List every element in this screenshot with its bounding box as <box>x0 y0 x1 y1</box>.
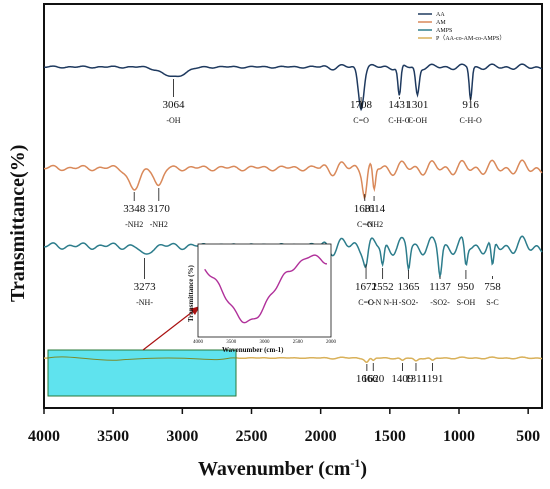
group-label: C=O <box>358 298 374 307</box>
x-tick-label: 4000 <box>28 428 60 445</box>
peak-label: 1301 <box>406 99 428 111</box>
peak-label: 1681 <box>354 203 376 215</box>
x-tick-label: 1000 <box>443 428 475 445</box>
group-label: S-C <box>486 298 498 307</box>
group-label: -OH <box>166 116 180 125</box>
series-line-1 <box>43 159 543 200</box>
inset-x-tick-label: 2000 <box>326 340 337 345</box>
peak-label: 1431 <box>388 99 410 111</box>
x-tick-label: 2000 <box>305 428 337 445</box>
group-label: S-OH <box>457 298 476 307</box>
group-label: C=O <box>357 220 373 229</box>
peak-label: 1708 <box>350 99 373 111</box>
inset-ylabel: Transmittance (%) <box>187 265 195 322</box>
zoom-region-box <box>47 349 237 397</box>
peak-label: 1672 <box>355 281 377 293</box>
group-label: -NH2 <box>365 220 383 229</box>
x-axis-title: Wavenumber (cm-1) <box>198 456 367 480</box>
inset-plot <box>197 243 332 338</box>
legend-label: P（AA-co-AM-co-AMPS） <box>436 35 505 42</box>
plot-frame <box>43 3 543 409</box>
peak-annotations: 3064 -OH 1708 C=O 1431 C-H-O 1301 C-OH 916 C-H-O 3… <box>70 79 501 397</box>
x-axis-ticks: 4000 3500 3000 2500 2000 1500 1000 500 <box>28 408 540 445</box>
peak-label: 1552 <box>372 281 394 293</box>
inset-x-tick-label: 2500 <box>293 340 304 345</box>
inset-xlabel: Wavenumber (cm-1) <box>222 346 284 354</box>
peak-label: 1137 <box>429 281 451 293</box>
peak-label: 1311 <box>405 373 427 385</box>
peak-label: 1191 <box>422 373 444 385</box>
group-label: C-N N-H <box>368 298 398 307</box>
group-label: -NH2 <box>150 220 168 229</box>
peak-label: 1666 <box>356 373 379 385</box>
group-label: -SO2- <box>399 298 419 307</box>
inset-callout: 4000 3500 3000 2500 2000 Transmittance (%) W… <box>47 243 337 397</box>
peak-label: 916 <box>462 99 479 111</box>
zoom-arrow-line <box>142 308 197 351</box>
x-axis-title-sup: -1 <box>350 456 360 470</box>
group-label: -SO2- <box>430 298 450 307</box>
zoom-arrow-head <box>190 306 200 315</box>
peak-label: 1620 <box>362 373 385 385</box>
inset-x-tick-label: 3000 <box>260 340 271 345</box>
group-label: C-OH <box>408 116 428 125</box>
inset-x-tick-label: 4000 <box>193 340 204 345</box>
legend-label: AA <box>436 12 445 18</box>
x-tick-label: 3000 <box>166 428 198 445</box>
x-tick-label: 3500 <box>97 428 129 445</box>
peak-label: 3273 <box>134 281 157 293</box>
peak-label: 3170 <box>148 203 171 215</box>
inset-x-ticks: 4000 3500 3000 2500 2000 <box>193 340 337 345</box>
group-label: C-H-O <box>460 116 482 125</box>
peak-label: 950 <box>458 281 475 293</box>
series-line-0 <box>44 63 543 112</box>
peak-label: 1614 <box>363 203 386 215</box>
group-label: -NH- <box>136 298 153 307</box>
x-axis-title-end: ) <box>360 458 367 480</box>
group-label: C-H-O <box>388 116 410 125</box>
y-axis-title: Transmittance(%) <box>7 145 29 302</box>
group-label: -NH2 <box>125 220 143 229</box>
inset-x-tick-label: 3500 <box>226 340 237 345</box>
inset-spectrum-line <box>204 254 327 324</box>
peak-label: 1365 <box>398 281 421 293</box>
peak-label: 1409 <box>391 373 414 385</box>
legend-label: AMPS <box>436 28 452 34</box>
x-tick-label: 1500 <box>374 428 406 445</box>
group-label: C=O <box>353 116 369 125</box>
x-tick-label: 500 <box>516 428 540 445</box>
legend-label: AM <box>436 20 446 26</box>
zoom-region-trace <box>47 356 237 361</box>
peak-label: 3064 <box>162 99 185 111</box>
x-tick-label: 2500 <box>236 428 268 445</box>
peak-label: 758 <box>484 281 501 293</box>
x-axis-title-main: Wavenumber (cm <box>198 458 351 480</box>
peak-label: 3348 <box>123 203 146 215</box>
